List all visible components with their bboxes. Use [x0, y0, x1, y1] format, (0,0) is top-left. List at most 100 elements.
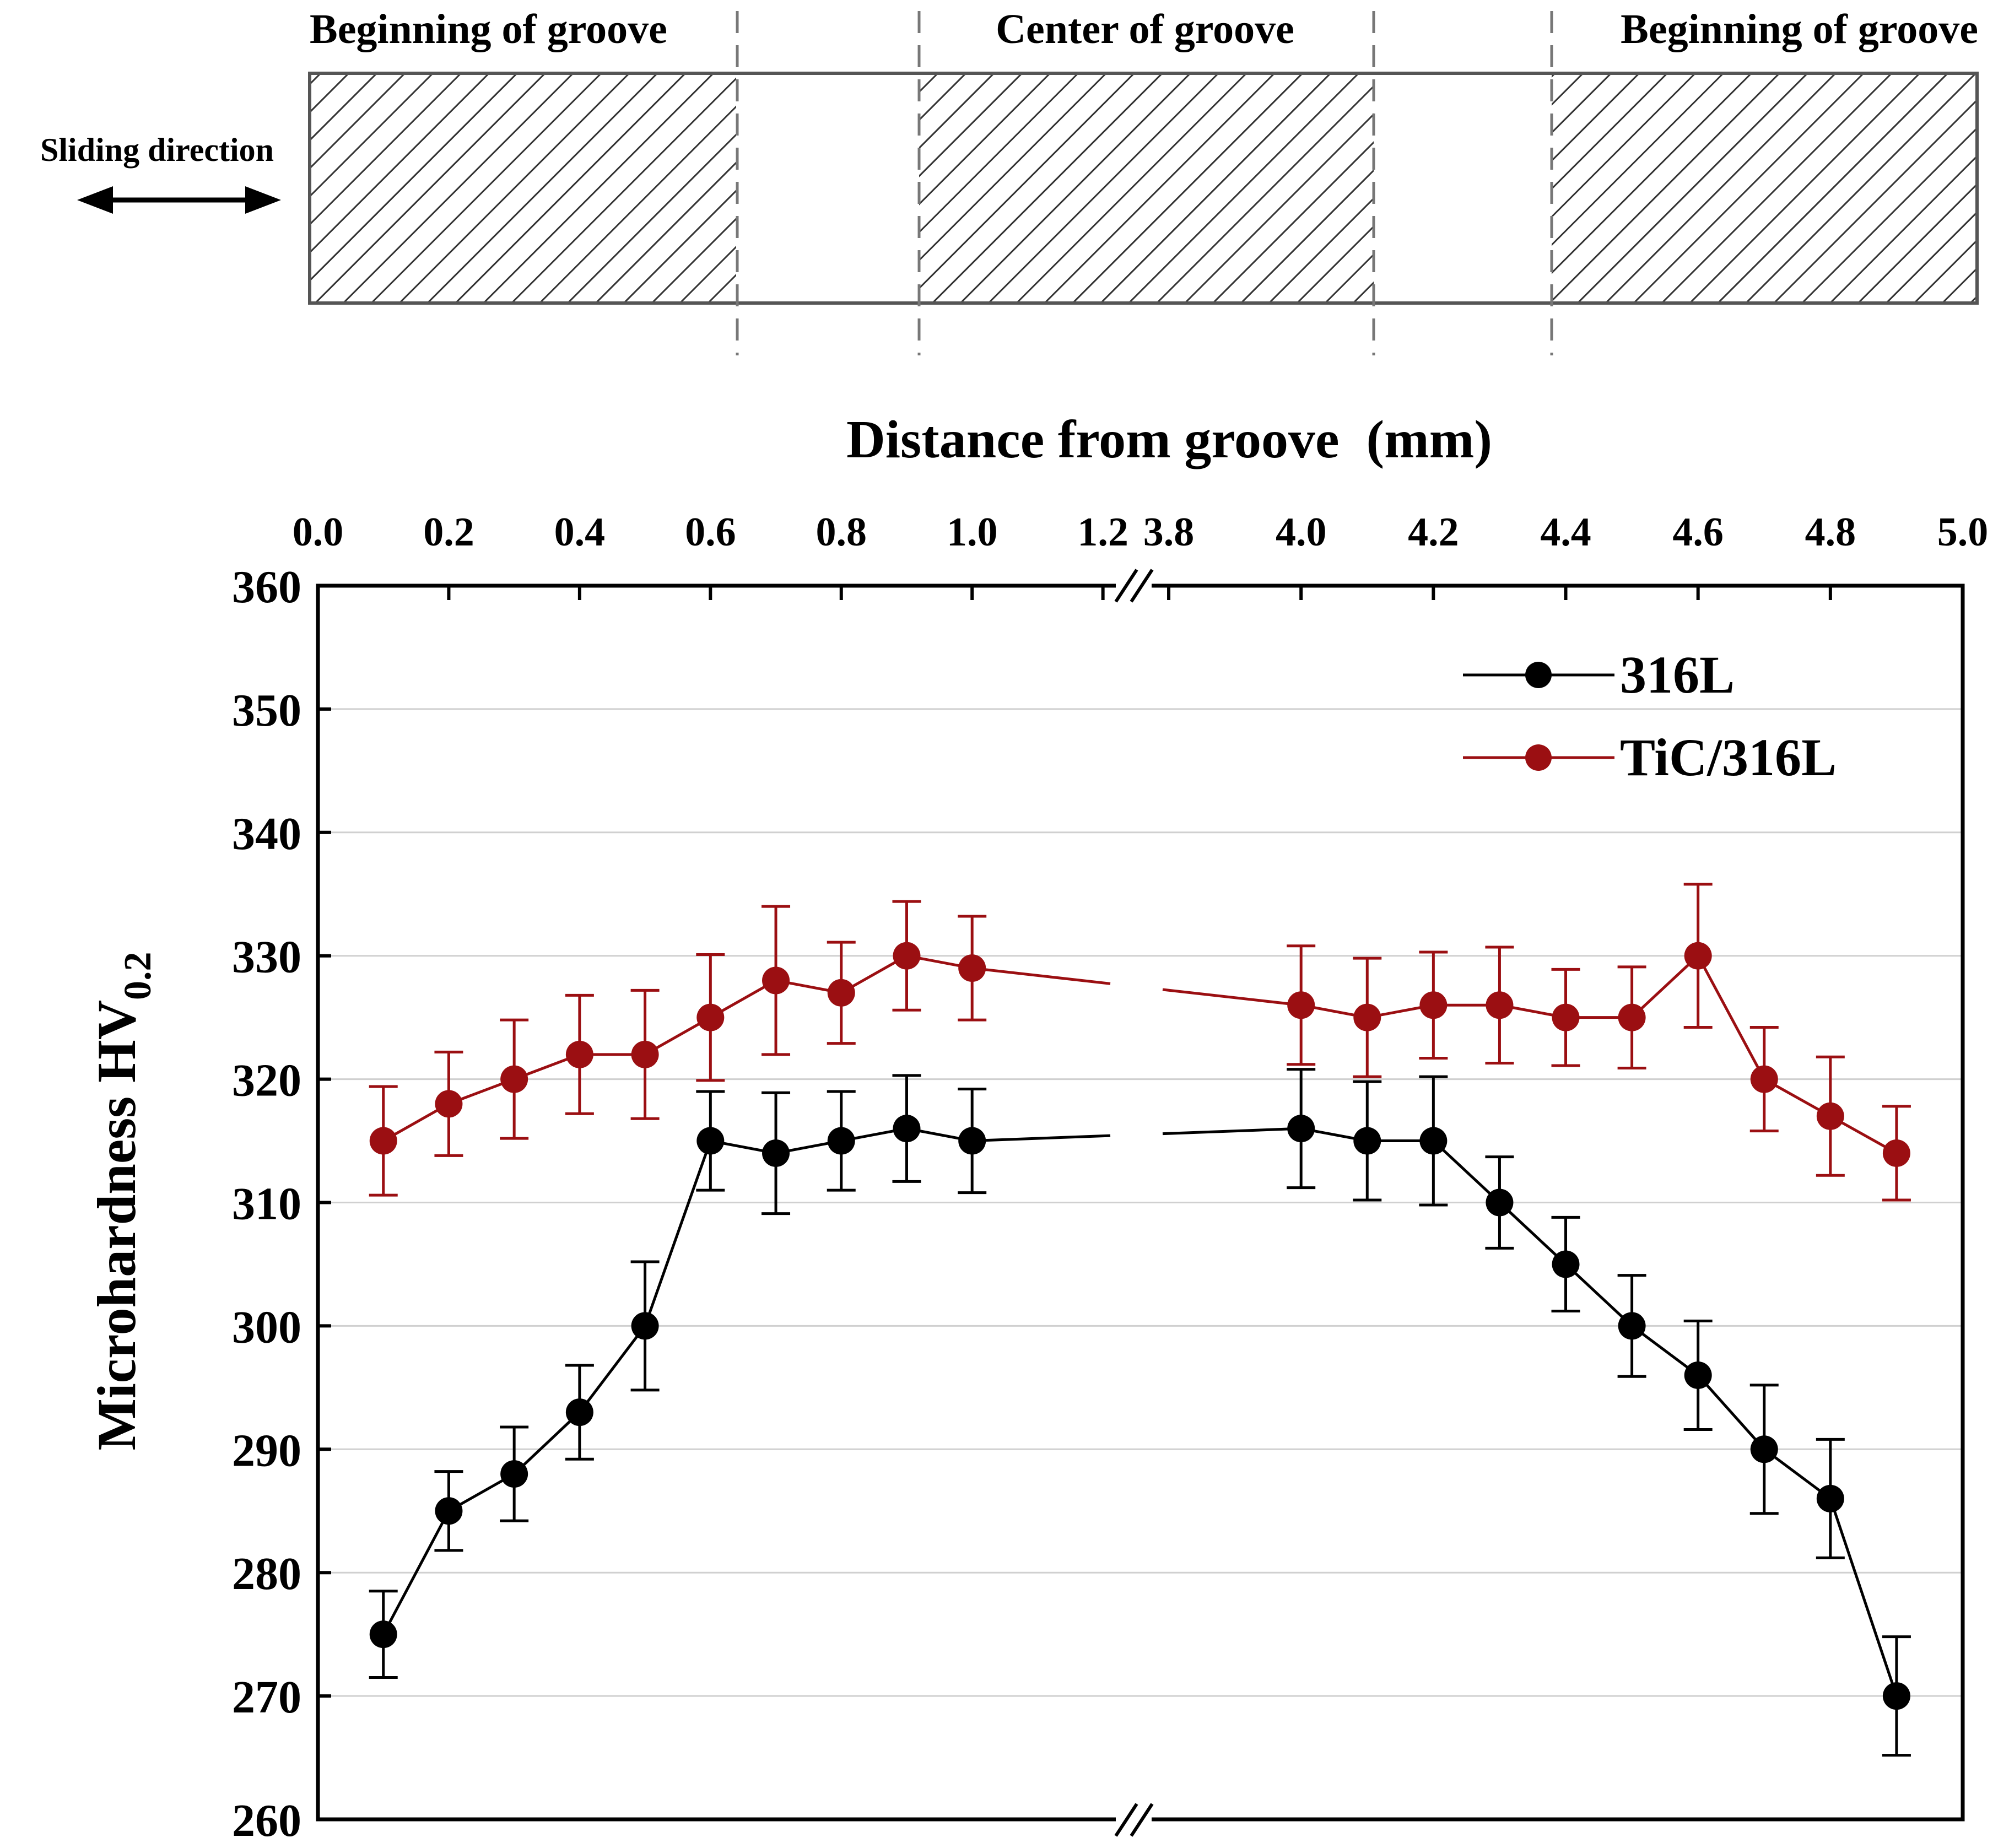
data-point [762, 1139, 790, 1167]
data-point [696, 1003, 725, 1031]
series-line-segment [1432, 1139, 1501, 1204]
y-tick-label: 340 [232, 808, 301, 860]
data-point [696, 1127, 725, 1155]
data-point [958, 954, 986, 982]
hatched-region-center [919, 73, 1374, 303]
data-point [1684, 942, 1712, 970]
series-line-segment [1697, 1374, 1765, 1450]
data-point [827, 979, 855, 1007]
y-tick-label: 280 [232, 1548, 301, 1600]
label-beginning-of-groove-left: Beginning of groove [310, 6, 667, 52]
x-axis: 0.0 0.2 0.4 0.6 0.8 1.0 1.2 3.8 4.0 4.2 4.4 4.6 4.8 5… [293, 510, 1989, 600]
data-point [435, 1090, 463, 1118]
data-point [500, 1065, 528, 1093]
x-tick-label: 4.2 [1408, 510, 1459, 555]
series-line-segment [1564, 1263, 1633, 1327]
data-point [435, 1497, 463, 1525]
data-point [1419, 1127, 1448, 1155]
series-line-segment [1162, 1127, 1301, 1136]
groove-schematic: Beginning of groove Center of groove Beg… [40, 6, 1979, 355]
x-tick-label: 4.8 [1805, 510, 1856, 555]
y-tick-label: 310 [232, 1179, 301, 1230]
data-point [1353, 1003, 1381, 1031]
data-point [1618, 1003, 1646, 1031]
x-axis-label: Distance from groove (mm) [846, 410, 1492, 469]
y-tick-label: 350 [232, 685, 301, 736]
y-tick-label: 290 [232, 1425, 301, 1476]
series-line-segment [578, 1325, 646, 1413]
gridlines [318, 708, 1963, 1697]
y-axis-label-main: Microhardness HV [86, 1000, 147, 1451]
series-316L [369, 1068, 1911, 1757]
data-point [1552, 1250, 1580, 1278]
series-line-segment [972, 1134, 1111, 1143]
data-point [631, 1040, 659, 1068]
label-sliding-direction: Sliding direction [40, 132, 274, 168]
data-point [827, 1127, 855, 1155]
data-point [1684, 1361, 1712, 1389]
data-point [369, 1620, 397, 1649]
x-tick-label: 4.6 [1672, 510, 1724, 555]
label-beginning-of-groove-right: Beginning of groove [1621, 6, 1978, 52]
data-point [893, 942, 921, 970]
series-line-segment [1162, 988, 1301, 1007]
y-tick-label: 260 [232, 1795, 301, 1846]
data-point [1552, 1003, 1580, 1031]
data-point [565, 1398, 593, 1426]
series-line-segment [1697, 955, 1765, 1080]
series-line-segment [1498, 1201, 1567, 1266]
chart: Distance from groove (mm) Microhardness … [86, 410, 1988, 1846]
legend-label-TiC-316L: TiC/316L [1620, 728, 1837, 787]
legend-label-316L: 316L [1620, 645, 1735, 704]
schematic-border [308, 72, 1979, 305]
data-point [1882, 1682, 1910, 1710]
legend-item-316L: 316L [1463, 645, 1735, 704]
data-point [631, 1312, 659, 1340]
x-tick-label: 0.8 [816, 510, 867, 555]
data-point [1750, 1435, 1778, 1463]
y-axis: 260 270 280 290 300 310 320 330 340 350 360 [232, 561, 331, 1846]
hatched-region-left [310, 73, 736, 303]
double-headed-arrow-icon [77, 186, 281, 214]
x-tick-label: 0.0 [293, 510, 344, 555]
y-axis-label-subscript: 0.2 [117, 952, 159, 1000]
y-tick-label: 300 [232, 1301, 301, 1353]
y-tick-label: 360 [232, 561, 301, 613]
data-point [500, 1460, 528, 1488]
data-point [1486, 1188, 1514, 1217]
x-tick-label: 4.0 [1276, 510, 1327, 555]
series-line-segment [382, 1510, 450, 1635]
series [369, 883, 1911, 1757]
data-point [369, 1127, 397, 1155]
data-point [1816, 1102, 1844, 1130]
series-TiC-316L [369, 883, 1911, 1202]
data-point [1816, 1484, 1844, 1512]
data-point [1882, 1139, 1910, 1167]
x-tick-label: 3.8 [1143, 510, 1195, 555]
data-point [1750, 1065, 1778, 1093]
series-line-segment [1630, 954, 1699, 1019]
axis-break-marks [1114, 569, 1154, 1837]
y-tick-label: 270 [232, 1672, 301, 1723]
data-point [1618, 1312, 1646, 1340]
series-line-segment [1829, 1498, 1898, 1696]
series-line-segment [644, 1140, 712, 1327]
svg-text:Microhardness HV0.2: Microhardness HV0.2 [86, 952, 159, 1450]
data-point [893, 1115, 921, 1143]
label-center-of-groove: Center of groove [996, 6, 1294, 52]
hatched-region-right [1552, 73, 1977, 303]
x-tick-label: 1.2 [1077, 510, 1128, 555]
x-tick-label: 0.2 [423, 510, 474, 555]
data-point [762, 966, 790, 995]
series-line-segment [513, 1411, 581, 1475]
x-tick-label: 1.0 [947, 510, 998, 555]
legend-item-TiC-316L: TiC/316L [1463, 728, 1837, 787]
x-tick-label: 5.0 [1937, 510, 1989, 555]
y-axis-label: Microhardness HV0.2 [86, 952, 159, 1450]
x-tick-label: 0.6 [685, 510, 736, 555]
data-point [1287, 1115, 1315, 1143]
series-line-segment [971, 966, 1111, 985]
data-point [1486, 991, 1514, 1019]
y-tick-label: 320 [232, 1055, 301, 1106]
